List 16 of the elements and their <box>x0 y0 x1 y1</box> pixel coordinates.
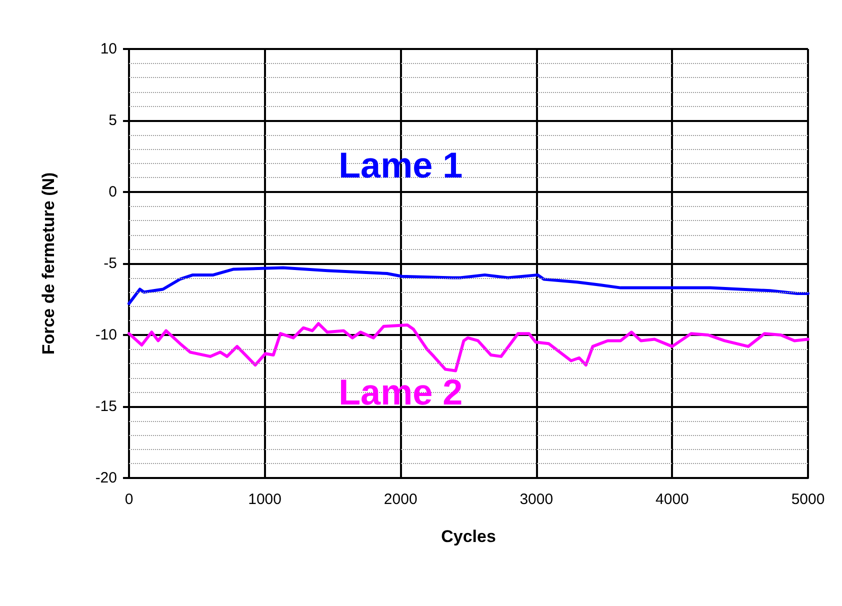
y-tick-label: -5 <box>104 255 117 272</box>
y-tick-label: -10 <box>95 326 117 344</box>
x-tick-label: 4000 <box>656 491 689 508</box>
x-tick-label: 1000 <box>248 491 282 508</box>
line-series <box>128 266 810 306</box>
y-tick-label: 5 <box>108 112 117 129</box>
x-tick-label: 2000 <box>384 491 418 508</box>
x-tick-label: 5000 <box>791 491 825 508</box>
x-tick-label: 0 <box>124 491 134 508</box>
x-tick-label: 3000 <box>520 491 554 508</box>
x-axis-title: Cycles <box>441 527 496 546</box>
y-axis-title: Force de fermeture (N) <box>39 172 58 355</box>
y-tick-label: -15 <box>95 398 117 415</box>
y-tick-label: 10 <box>100 40 117 58</box>
y-tick-label: -20 <box>95 470 117 486</box>
y-tick-label: 0 <box>108 184 117 200</box>
